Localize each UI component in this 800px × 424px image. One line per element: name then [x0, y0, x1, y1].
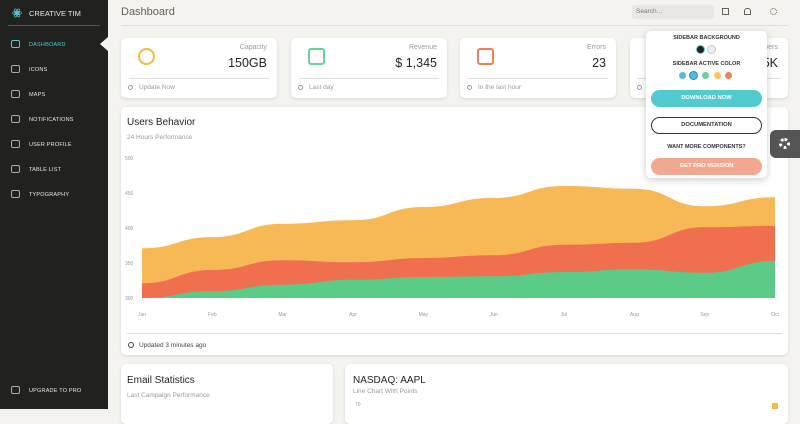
- nav-link[interactable]: TYPOGRAPHY: [29, 192, 70, 198]
- nav-link[interactable]: ICONS: [29, 67, 48, 73]
- x-tick-label: Feb: [208, 312, 217, 318]
- stat-icon: [477, 48, 494, 65]
- card-footer: Updated 3 minutes ago: [139, 342, 207, 349]
- stat-icon: [138, 48, 155, 65]
- bg-swatch[interactable]: [707, 45, 716, 54]
- y-tick-label: 400: [125, 226, 134, 232]
- stat-footer-icon: [637, 85, 642, 90]
- card-subtitle: 24 Hours Performance: [127, 134, 193, 141]
- pro-button[interactable]: GET PRO VERSION: [651, 158, 762, 175]
- stat-footer: Last day: [309, 84, 334, 91]
- nav-link[interactable]: USER PROFILE: [29, 142, 72, 148]
- bg-swatch[interactable]: [696, 45, 705, 54]
- nav-link[interactable]: NOTIFICATIONS: [29, 117, 74, 123]
- download-button[interactable]: DOWNLOAD NOW: [651, 90, 762, 107]
- color-swatch[interactable]: [725, 72, 732, 79]
- settings-icon[interactable]: [770, 8, 777, 15]
- sidebar: CREATIVE TIM DASHBOARD ICONS MAPS NOTIFICAT…: [0, 0, 108, 409]
- x-tick-label: Aug: [630, 312, 639, 318]
- search-box[interactable]: Search...: [632, 5, 714, 19]
- stat-value: $ 1,345: [395, 56, 437, 70]
- stat-label: Revenue: [408, 44, 437, 51]
- stat-card: Revenue $ 1,345 Last day: [291, 38, 447, 98]
- documentation-button[interactable]: DOCUMENTATION: [651, 117, 762, 134]
- nav-icon: [11, 190, 20, 198]
- plugin-heading: SIDEBAR ACTIVE COLOR: [672, 61, 741, 67]
- y-tick-label: 350: [125, 261, 134, 267]
- nasdaq-card: NASDAQ: AAPL Line Chart With Points 70: [345, 364, 788, 424]
- plugin-heading: SIDEBAR BACKGROUND: [673, 35, 740, 41]
- divider: [299, 78, 439, 79]
- nav-icon: [11, 90, 20, 98]
- point: [772, 403, 778, 409]
- divider: [129, 78, 269, 79]
- bell-icon[interactable]: [744, 8, 751, 15]
- card-title: Users Behavior: [127, 117, 196, 128]
- color-swatch[interactable]: [714, 72, 721, 79]
- x-tick-label: Jan: [138, 312, 146, 318]
- page-title: Dashboard: [121, 6, 175, 18]
- stat-footer: Update Now: [139, 84, 175, 91]
- y-tick-label: 450: [125, 191, 134, 197]
- fixed-plugin: SIDEBAR BACKGROUND SIDEBAR ACTIVE COLOR …: [646, 31, 767, 178]
- nav-icon: [11, 65, 20, 73]
- nav-icon: [11, 140, 20, 148]
- x-tick-label: Jun: [490, 312, 498, 318]
- card-title: Email Statistics: [127, 375, 195, 386]
- card-title: NASDAQ: AAPL: [353, 375, 426, 386]
- nav-link[interactable]: MAPS: [29, 92, 46, 98]
- divider: [468, 78, 608, 79]
- gear-icon: [779, 138, 790, 149]
- brand[interactable]: CREATIVE TIM: [29, 9, 81, 18]
- divider: [121, 25, 788, 26]
- nav-link[interactable]: TABLE LIST: [29, 167, 62, 173]
- stat-footer: In the last hour: [478, 84, 521, 91]
- y-tick-label: 300: [125, 296, 134, 302]
- divider: [127, 333, 782, 334]
- y-tick-label: 70: [355, 402, 361, 408]
- nav-icon: [11, 165, 20, 173]
- stat-footer-icon: [128, 85, 133, 90]
- plugin-heading: WANT MORE COMPONENTS?: [667, 144, 746, 150]
- stat-label: Capacity: [239, 44, 267, 51]
- y-tick-label: 500: [125, 156, 134, 162]
- card-subtitle: Last Campaign Performance: [127, 392, 210, 399]
- card-subtitle: Line Chart With Points: [353, 388, 418, 395]
- x-tick-label: Oct: [771, 312, 779, 318]
- active-arrow: [100, 37, 108, 51]
- x-tick-label: Sep: [700, 312, 709, 318]
- stat-label: Errors: [586, 44, 606, 51]
- grid-icon[interactable]: [722, 8, 729, 15]
- nav-icon: [11, 115, 20, 123]
- stat-footer-icon: [467, 85, 472, 90]
- stat-footer-icon: [298, 85, 303, 90]
- logo: [12, 8, 22, 18]
- color-swatch[interactable]: [702, 72, 709, 79]
- nav-icon: [11, 40, 20, 48]
- x-tick-label: Mar: [278, 312, 287, 318]
- plugin-toggle[interactable]: [770, 130, 800, 158]
- stat-card: Capacity 150GB Update Now: [121, 38, 277, 98]
- x-tick-label: May: [419, 312, 429, 318]
- email-card: Email Statistics Last Campaign Performan…: [121, 364, 333, 424]
- color-swatch[interactable]: [689, 71, 698, 80]
- divider: [8, 25, 100, 26]
- area: [142, 260, 775, 298]
- stat-icon: [308, 48, 325, 65]
- users-behavior-chart: 300 350 400 450 500 Jan Feb Mar Apr May Jun Jul Aug S…: [125, 156, 779, 318]
- stat-value: 150GB: [228, 56, 267, 70]
- nav-link[interactable]: DASHBOARD: [29, 42, 66, 48]
- stat-card: Errors 23 In the last hour: [460, 38, 616, 98]
- x-tick-label: Jul: [561, 312, 567, 318]
- upgrade-icon: [11, 386, 20, 394]
- x-tick-label: Apr: [349, 312, 357, 318]
- upgrade-link[interactable]: UPGRADE TO PRO: [29, 388, 82, 394]
- stat-value: 23: [592, 56, 606, 70]
- history-icon: [128, 342, 134, 348]
- color-swatch[interactable]: [679, 72, 686, 79]
